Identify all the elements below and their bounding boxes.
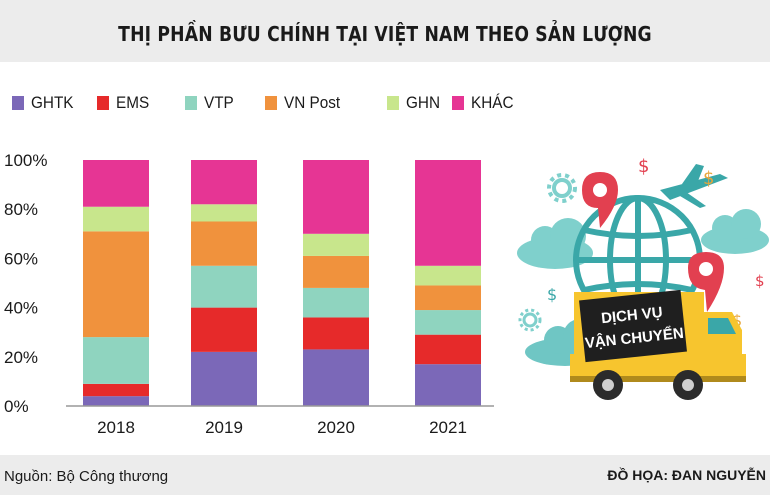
- legend-label: GHN: [406, 93, 441, 112]
- airplane-icon: [660, 164, 728, 208]
- bar-segment: [303, 287, 369, 318]
- bar-segment: [415, 310, 481, 335]
- bar-segment: [191, 351, 257, 406]
- delivery-illustration: $ $ $ $ $ DỊCH VỤ VẬN CHUYỂN: [517, 156, 769, 400]
- graphic-credit: ĐỒ HỌA: ĐAN NGUYỄN: [607, 467, 766, 483]
- gear-icon: [547, 173, 577, 203]
- x-tick-label: 2019: [205, 418, 243, 437]
- bar-segment: [83, 160, 149, 207]
- y-tick-label: 80%: [4, 200, 38, 219]
- y-tick-label: 40%: [4, 299, 38, 318]
- service-banner: DỊCH VỤ VẬN CHUYỂN: [579, 289, 687, 363]
- bar-segment: [303, 349, 369, 406]
- bar-segment: [83, 206, 149, 232]
- legend-swatch: [452, 96, 464, 110]
- bar-segment: [191, 221, 257, 266]
- cloud-icon: [701, 209, 769, 254]
- bar-segment: [415, 160, 481, 266]
- bar-segment: [303, 317, 369, 350]
- legend-swatch: [97, 96, 109, 110]
- legend-swatch: [185, 96, 197, 110]
- dollar-icon: $: [638, 156, 649, 177]
- legend-label: VTP: [204, 93, 234, 112]
- chart-title: THỊ PHẦN BƯU CHÍNH TẠI VIỆT NAM THEO SẢN…: [118, 22, 652, 46]
- location-pin-icon: [688, 252, 724, 312]
- bar-segment: [191, 204, 257, 222]
- bar-segment: [191, 160, 257, 205]
- bar-segment: [83, 396, 149, 406]
- x-tick-label: 2021: [429, 418, 467, 437]
- gear-icon: [518, 308, 542, 332]
- legend-swatch: [265, 96, 277, 110]
- bar-segment: [191, 265, 257, 308]
- title-bar: [0, 0, 770, 62]
- legend-label: GHTK: [31, 93, 74, 112]
- legend-label: EMS: [116, 93, 150, 112]
- stacked-bar-chart: 0% 20% 40% 60% 80% 100% 2018 2019 2020 2021: [4, 151, 494, 437]
- dollar-icon: $: [732, 311, 742, 330]
- dollar-icon: $: [703, 168, 714, 189]
- legend-label: KHÁC: [471, 93, 514, 112]
- bar-segment: [83, 231, 149, 338]
- y-tick-label: 60%: [4, 249, 38, 268]
- footer-bar: [0, 455, 770, 495]
- bar-segment: [415, 334, 481, 365]
- y-tick-label: 0%: [4, 397, 29, 416]
- bar-segment: [303, 233, 369, 256]
- bar-segment: [415, 285, 481, 311]
- bar-segment: [83, 337, 149, 384]
- bar-segment: [83, 383, 149, 397]
- bar-segment: [303, 255, 369, 288]
- legend-swatch: [12, 96, 24, 110]
- location-pin-icon: [582, 172, 618, 228]
- source-note: Nguồn: Bộ Công thương: [4, 468, 169, 485]
- bar-segment: [415, 265, 481, 286]
- y-tick-label: 20%: [4, 348, 38, 367]
- y-tick-label: 100%: [4, 151, 47, 170]
- legend-swatch: [387, 96, 399, 110]
- bar-segment: [303, 160, 369, 234]
- bar-segment: [415, 364, 481, 406]
- x-tick-label: 2018: [97, 418, 135, 437]
- x-tick-label: 2020: [317, 418, 355, 437]
- dollar-icon: $: [547, 285, 557, 304]
- banner-line-1: DỊCH VỤ: [600, 304, 663, 327]
- dollar-icon: $: [755, 272, 765, 290]
- bar-segment: [191, 307, 257, 352]
- legend-label: VN Post: [284, 93, 341, 112]
